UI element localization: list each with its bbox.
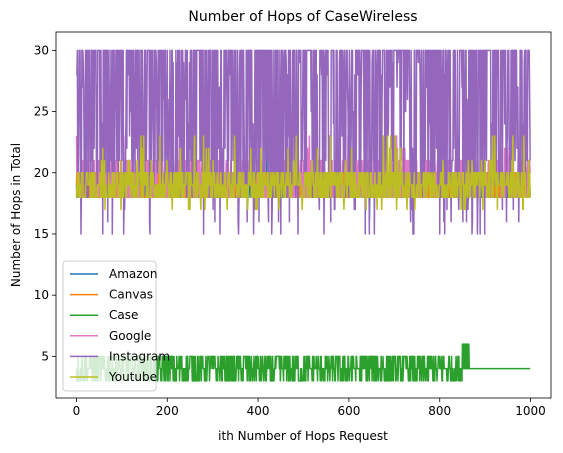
- x-axis: 0 200 400 600 800 1000: [73, 398, 546, 418]
- y-tick-label: 20: [34, 166, 49, 180]
- y-tick-label: 30: [34, 43, 49, 57]
- series-line-instagram: [76, 49, 531, 235]
- y-axis-label: Number of Hops in Total: [9, 143, 23, 287]
- legend-label-google: Google: [109, 329, 151, 343]
- x-tick-label: 1000: [515, 404, 546, 418]
- legend-label-instagram: Instagram: [109, 349, 170, 363]
- x-axis-label: ith Number of Hops Request: [218, 429, 388, 443]
- y-tick-label: 25: [34, 105, 49, 119]
- legend-label-youtube: Youtube: [108, 370, 157, 384]
- plot-frame: [55, 31, 552, 399]
- y-tick-label: 10: [34, 288, 49, 302]
- legend-label-case: Case: [109, 308, 138, 322]
- x-tick-label: 0: [73, 404, 81, 418]
- series-line-youtube: [75, 135, 531, 211]
- legend-box: [62, 260, 157, 392]
- x-tick-label: 400: [247, 404, 270, 418]
- y-tick-label: 5: [41, 349, 49, 363]
- legend-label-canvas: Canvas: [109, 288, 153, 302]
- legend-label-amazon: Amazon: [109, 267, 158, 281]
- x-tick-label: 200: [156, 404, 179, 418]
- legend: Amazon Canvas Case Google Instagram Youtube: [62, 260, 170, 392]
- x-tick-label: 600: [337, 404, 360, 418]
- y-tick-label: 15: [34, 227, 49, 241]
- x-tick-label: 800: [428, 404, 451, 418]
- chart-title: Number of Hops of CaseWireless: [188, 9, 417, 25]
- y-axis: 5 10 15 20 25 30: [34, 43, 56, 363]
